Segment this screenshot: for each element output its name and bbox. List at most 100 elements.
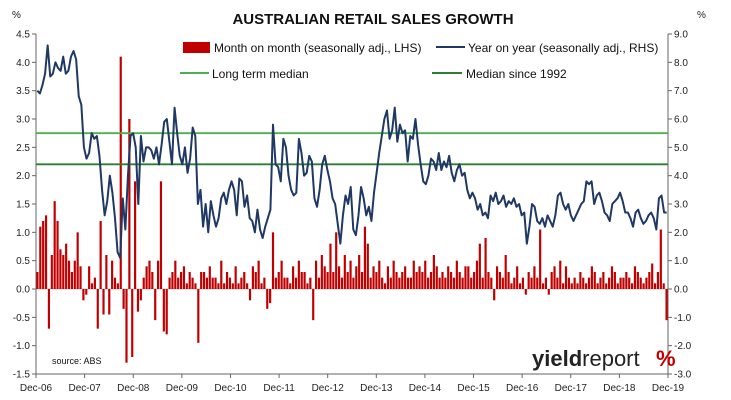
mom-bar [639, 277, 642, 289]
mom-bar [188, 272, 191, 289]
mom-bar [309, 277, 312, 289]
mom-bar [539, 229, 542, 289]
mom-bar [96, 289, 99, 329]
mom-bar [363, 226, 367, 289]
mom-bar [234, 266, 237, 289]
mom-bar [415, 272, 418, 289]
mom-bar [200, 272, 203, 289]
mom-bar [50, 255, 53, 289]
mom-bar [524, 289, 527, 295]
mom-bar [154, 289, 157, 321]
mom-bar [113, 277, 117, 289]
mom-bar [564, 266, 568, 289]
mom-bar [47, 289, 51, 329]
mom-bar [151, 272, 154, 289]
legend-line-label: Year on year (seasonally adj., RHS) [468, 41, 658, 55]
mom-bar [401, 272, 404, 289]
mom-bar [337, 266, 341, 289]
x-tick-label: Dec-11 [263, 383, 295, 394]
mom-bar [266, 289, 269, 309]
mom-bar [481, 277, 484, 289]
y-left-tick-label: 3.5 [16, 86, 30, 97]
mom-bar [297, 260, 300, 289]
mom-bar [507, 272, 510, 289]
mom-bar [306, 283, 309, 289]
mom-bar [44, 215, 48, 289]
mom-bar [280, 260, 283, 289]
mom-bar [412, 260, 415, 289]
x-tick-label: Dec-17 [555, 383, 588, 394]
mom-bar [404, 266, 407, 289]
mom-bar [378, 260, 381, 289]
chart-title: AUSTRALIAN RETAIL SALES GROWTH [232, 11, 513, 28]
mom-bar [283, 277, 286, 289]
mom-bar [286, 277, 289, 289]
mom-bar [665, 289, 668, 321]
mom-bar [441, 272, 444, 289]
mom-bar [582, 277, 585, 289]
mom-bar [510, 283, 513, 289]
mom-bar [530, 277, 533, 289]
mom-bar [70, 272, 74, 289]
mom-bar [122, 289, 125, 309]
mom-bar [490, 277, 493, 289]
mom-bar [516, 266, 519, 289]
mom-bar [85, 289, 88, 295]
mom-bar [656, 272, 660, 289]
mom-bar [274, 277, 277, 289]
mom-bar [467, 266, 470, 289]
y-right-tick-label: 1.0 [674, 256, 688, 267]
mom-bar [179, 272, 183, 289]
mom-bar [418, 266, 421, 289]
mom-bar [62, 255, 65, 289]
mom-bar [248, 289, 252, 301]
mom-bar [56, 221, 59, 289]
x-tick-label: Dec-13 [360, 383, 393, 394]
y-left-tick-label: 2.5 [16, 143, 30, 154]
y-left-tick-label: -1.0 [13, 341, 31, 352]
mom-bar [495, 266, 499, 289]
mom-bar [484, 238, 487, 289]
mom-bar [570, 283, 573, 289]
y-right-tick-label: -1.0 [674, 313, 692, 324]
y-left-tick-label: 0.5 [16, 256, 30, 267]
mom-bar [134, 181, 137, 289]
mom-bar [65, 243, 68, 289]
mom-bar [171, 272, 174, 289]
y-left-tick-label: 1.0 [16, 228, 30, 239]
mom-bar [76, 232, 79, 289]
mom-bar [518, 283, 522, 289]
x-tick-label: Dec-10 [214, 383, 247, 394]
mom-bar [450, 272, 453, 289]
mom-bar [651, 263, 654, 289]
mom-bar [587, 277, 591, 289]
mom-bar [343, 255, 346, 289]
mom-bars [36, 56, 668, 363]
mom-bar [389, 277, 392, 289]
mom-bar [447, 266, 450, 289]
mom-bar [237, 283, 240, 289]
x-tick-label: Dec-06 [20, 383, 53, 394]
mom-bar [395, 272, 398, 289]
mom-bar [346, 272, 349, 289]
mom-bar [352, 277, 355, 289]
mom-bar [260, 283, 263, 289]
mom-bar [613, 272, 616, 289]
mom-bar [622, 277, 625, 289]
mom-bar [642, 283, 645, 289]
mom-bar [536, 277, 539, 289]
x-tick-label: Dec-09 [166, 383, 199, 394]
mom-bar [165, 289, 168, 335]
mom-bar [116, 283, 119, 289]
x-tick-label: Dec-08 [117, 383, 150, 394]
mom-bar [406, 277, 410, 289]
mom-bar [455, 260, 458, 289]
y-right-tick-label: 3.0 [674, 200, 688, 211]
mom-bar [633, 266, 637, 289]
mom-bar [320, 255, 323, 289]
y-left-tick-label: 4.5 [16, 30, 30, 41]
mom-bar [573, 277, 576, 289]
mom-bar [88, 266, 91, 289]
legend-bar-label: Month on month (seasonally adj., LHS) [214, 41, 421, 55]
